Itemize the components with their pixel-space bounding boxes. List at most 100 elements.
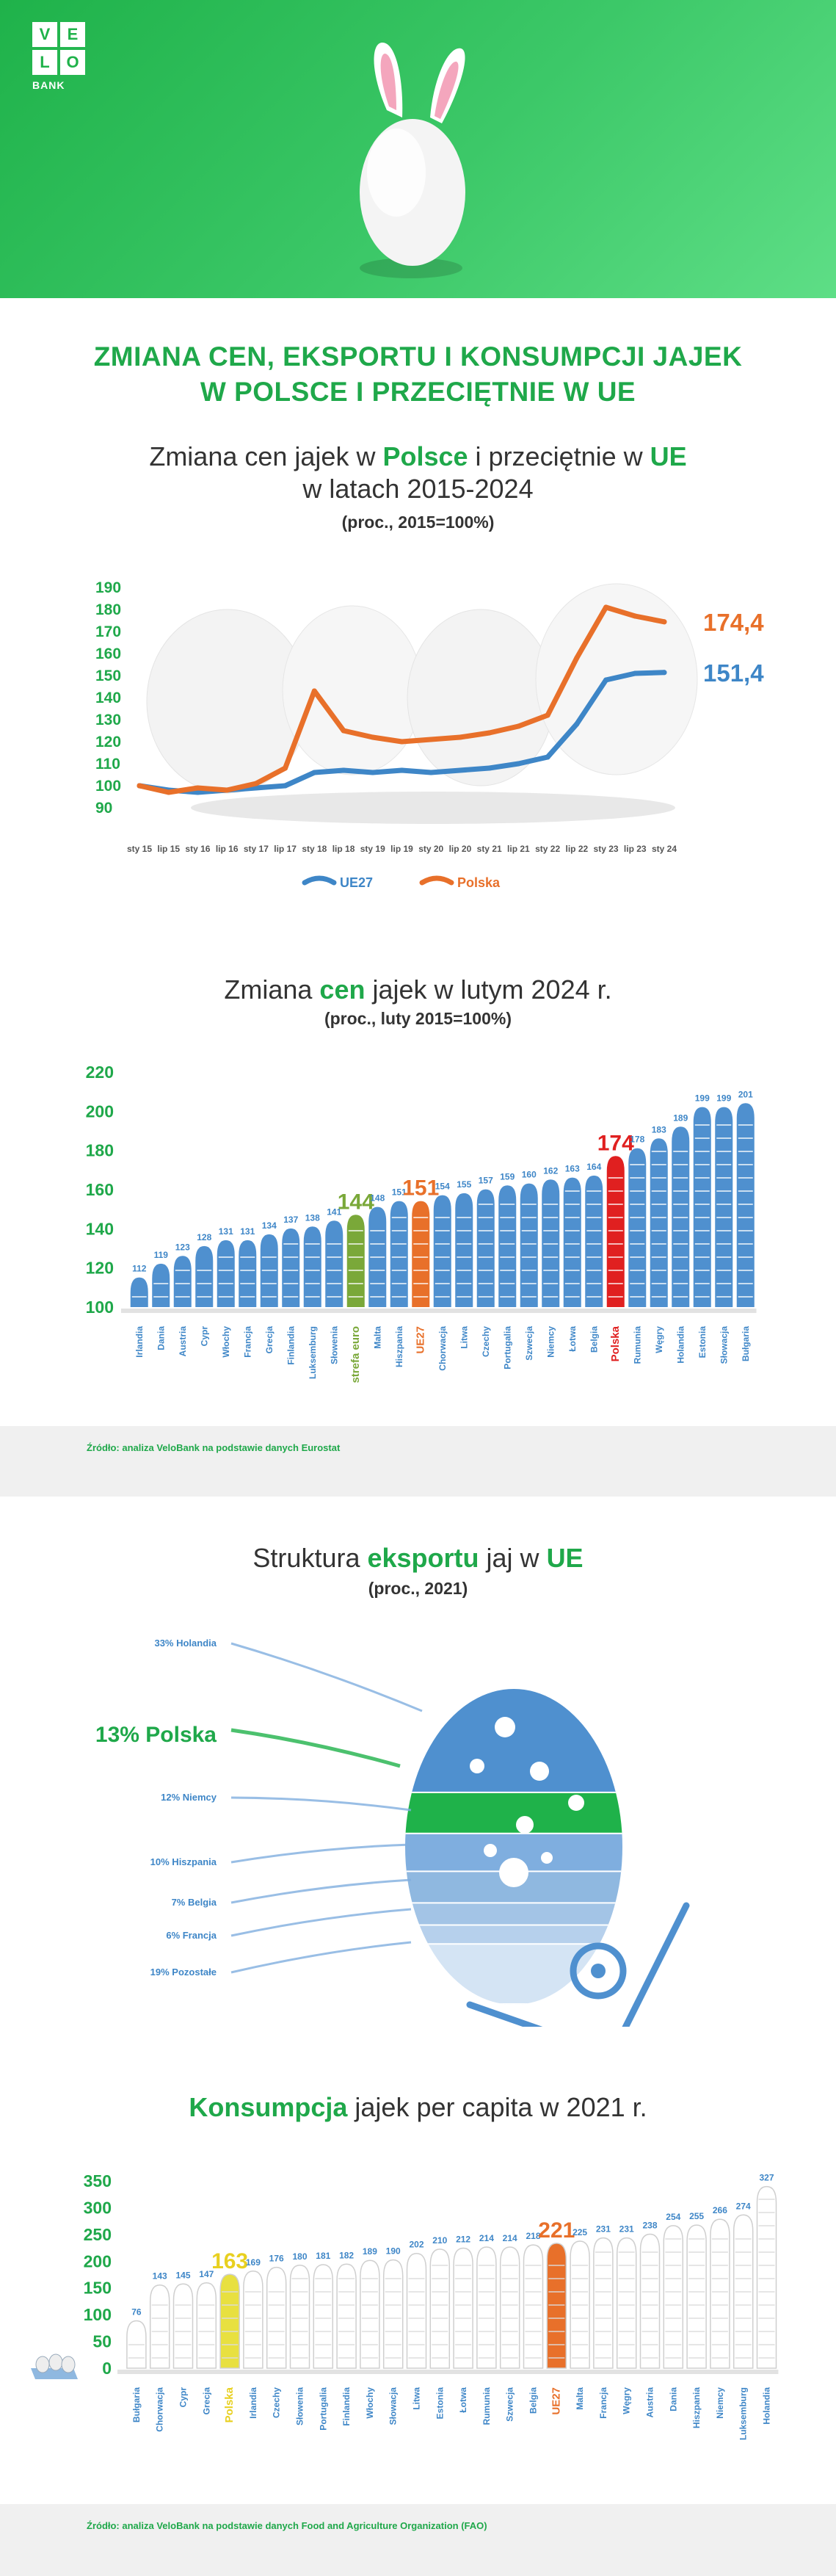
main-title: ZMIANA CEN, EKSPORTU I KONSUMPCJI JAJEK …	[0, 339, 836, 410]
category-label: Bułgaria	[131, 2387, 142, 2423]
logo-letter: O	[60, 50, 85, 75]
category-label: Bułgaria	[741, 1326, 751, 1361]
bar-czechy	[476, 1189, 495, 1307]
bar-słowenia	[289, 2265, 310, 2369]
export-label: 13% Polska	[95, 1723, 217, 1747]
x-tick-label: lip 18	[332, 844, 355, 854]
bar-dania	[663, 2225, 684, 2369]
category-label: Dania	[668, 2387, 678, 2412]
value-label: 160	[522, 1170, 537, 1180]
value-label: 155	[457, 1179, 471, 1190]
chart2-bar-chart: 100 120 140 160 180 200 220 112 Irlandia 119 Dani…	[86, 1063, 757, 1383]
bar-litwa	[455, 1193, 473, 1307]
chart1-line-chart: 90 100 110 120 130 140 150 160 170 180 190 sty 15 li…	[95, 579, 764, 890]
chart1-title-ue: UE	[650, 441, 687, 471]
egg-segment	[405, 1792, 622, 1834]
value-label: 202	[409, 2240, 424, 2250]
data-point	[370, 734, 376, 740]
category-label: Malta	[575, 2387, 585, 2410]
bar-hiszpania	[686, 2224, 707, 2369]
y-tick-label: 250	[84, 2225, 112, 2244]
value-label: 183	[652, 1124, 666, 1135]
data-point	[457, 767, 463, 773]
bar-słowacja	[715, 1107, 733, 1307]
category-label: Polska	[609, 1325, 622, 1361]
category-label: Niemcy	[715, 2387, 725, 2419]
x-tick-label: lip 22	[565, 844, 588, 854]
speed-line	[230, 1642, 423, 1712]
chart3-title-eksportu: eksportu	[367, 1543, 479, 1573]
data-point	[545, 712, 550, 718]
category-label: Malta	[372, 1326, 382, 1349]
data-point	[574, 655, 580, 661]
category-label: Grecja	[201, 2387, 211, 2415]
y-tick-label: 100	[86, 1298, 114, 1317]
value-label: 164	[586, 1162, 601, 1172]
category-label: Czechy	[272, 2387, 282, 2418]
bar-irlandia	[243, 2271, 263, 2369]
category-label: Włochy	[365, 2387, 375, 2419]
category-label: Włochy	[221, 1326, 231, 1358]
x-tick-label: sty 24	[652, 844, 677, 854]
bar-rumunia	[628, 1148, 647, 1307]
category-label: Łotwa	[458, 2387, 468, 2413]
bar-belgia	[523, 2244, 544, 2369]
y-tick-label: 150	[95, 667, 121, 684]
value-label: 254	[666, 2212, 680, 2222]
category-label: Słowacja	[388, 2387, 399, 2425]
speed-line	[230, 1796, 412, 1812]
hand-truck-icon	[466, 1902, 690, 2027]
category-label: Finlandia	[286, 1326, 296, 1365]
bar-polska	[219, 2273, 240, 2369]
data-point	[632, 670, 638, 676]
data-point	[341, 767, 346, 773]
category-label: Irlandia	[134, 1326, 145, 1358]
y-tick-label: 100	[95, 778, 121, 795]
value-label: 199	[716, 1093, 731, 1104]
data-point	[661, 619, 667, 625]
category-label: Portugalia	[502, 1326, 512, 1370]
bar-grecja	[196, 2282, 217, 2369]
y-tick-label: 190	[95, 579, 121, 596]
egg-segment	[405, 1903, 622, 1926]
y-tick-label: 130	[95, 712, 121, 728]
value-label: 148	[370, 1193, 385, 1204]
category-label: Luksemburg	[738, 2387, 749, 2440]
y-tick-label: 120	[95, 734, 121, 750]
x-tick-label: lip 19	[390, 844, 413, 854]
value-label: 163	[565, 1164, 580, 1174]
category-label: Czechy	[481, 1326, 491, 1357]
x-tick-label: sty 16	[185, 844, 210, 854]
category-label: Łotwa	[567, 1326, 578, 1352]
value-label: 131	[219, 1226, 233, 1237]
bar-węgry	[616, 2237, 637, 2369]
egg-dot	[541, 1852, 553, 1864]
source-note: Źródło: analiza VeloBank na podstawie da…	[87, 1442, 341, 1453]
value-label: 214	[503, 2233, 517, 2243]
category-label: Estonia	[435, 2387, 445, 2420]
data-point	[661, 670, 667, 676]
chart1-title-part: Zmiana cen jajek w	[149, 441, 383, 471]
value-label: 189	[363, 2246, 377, 2257]
value-label: 112	[132, 1264, 147, 1274]
data-point	[487, 730, 492, 736]
category-label: Szwecja	[505, 2387, 515, 2422]
y-tick-label: 100	[84, 2305, 112, 2324]
category-label: Hiszpania	[691, 2387, 702, 2428]
bar-hiszpania	[390, 1201, 408, 1307]
egg-segment	[405, 1689, 622, 1793]
y-tick-label: 200	[86, 1101, 114, 1121]
category-label: Słowenia	[295, 2387, 305, 2425]
x-tick-label: sty 20	[418, 844, 443, 854]
value-label: 141	[327, 1206, 341, 1217]
bar-austria	[639, 2233, 661, 2369]
bar-chorwacja	[149, 2284, 170, 2369]
category-label: Austria	[645, 2387, 655, 2418]
value-label: 143	[153, 2271, 167, 2282]
data-point	[137, 783, 142, 789]
category-label: Belgia	[589, 1326, 599, 1353]
chart2-title: Zmiana cen jajek w lutym 2024 r.	[0, 974, 836, 1006]
egg-carton-icon	[31, 2354, 78, 2379]
value-label: 221	[538, 2218, 575, 2243]
category-label: UE27	[550, 2387, 562, 2415]
